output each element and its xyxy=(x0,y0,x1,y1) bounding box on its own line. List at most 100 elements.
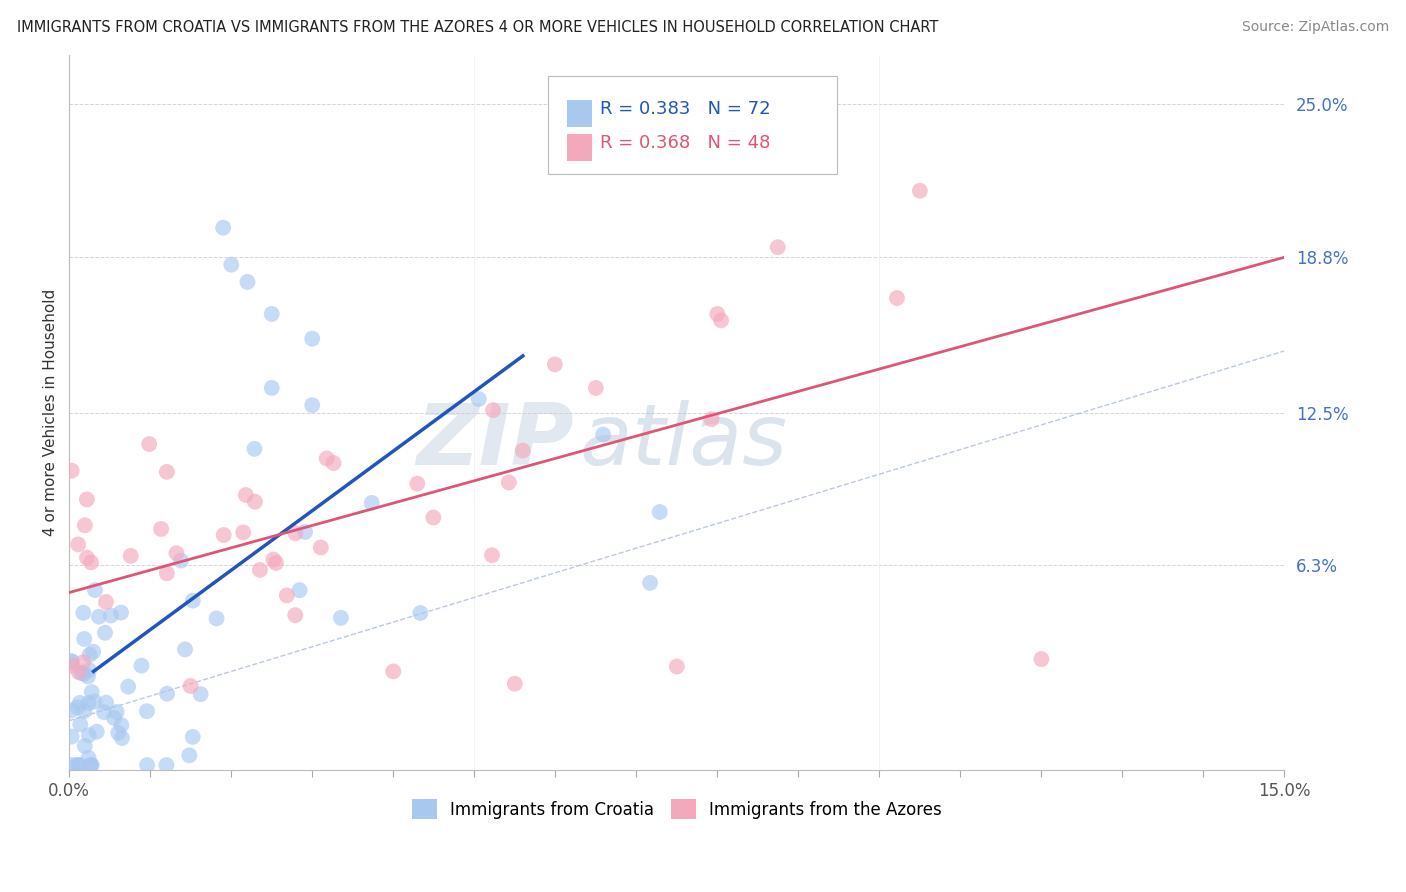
Point xyxy=(181,730,204,744)
Point xyxy=(77,751,100,765)
Legend: Immigrants from Croatia, Immigrants from the Azores: Immigrants from Croatia, Immigrants from… xyxy=(405,792,949,826)
Point xyxy=(235,488,257,502)
Point xyxy=(73,704,96,718)
Point xyxy=(179,748,201,763)
Point xyxy=(409,606,432,620)
Point xyxy=(110,606,132,620)
Point xyxy=(82,645,104,659)
Point xyxy=(262,552,284,566)
Point xyxy=(382,665,405,679)
Point xyxy=(138,437,160,451)
Point xyxy=(67,758,90,772)
Point xyxy=(648,505,671,519)
Point xyxy=(117,680,139,694)
Point xyxy=(80,685,103,699)
Point xyxy=(498,475,520,490)
Point xyxy=(156,687,179,701)
Point xyxy=(315,451,337,466)
Point xyxy=(360,496,382,510)
Point xyxy=(766,240,789,254)
Text: ZIP: ZIP xyxy=(416,400,574,483)
Point xyxy=(284,608,307,623)
Point xyxy=(150,522,173,536)
Point xyxy=(260,381,283,395)
Point xyxy=(592,427,614,442)
Point xyxy=(73,739,96,753)
Point xyxy=(79,758,101,772)
Point xyxy=(166,546,188,560)
Point xyxy=(180,679,202,693)
Point xyxy=(83,694,105,708)
Point xyxy=(1031,652,1053,666)
Point xyxy=(120,549,142,563)
Text: Source: ZipAtlas.com: Source: ZipAtlas.com xyxy=(1241,20,1389,34)
Point xyxy=(706,307,728,321)
Point xyxy=(105,705,128,719)
Point xyxy=(544,358,567,372)
Point xyxy=(322,456,344,470)
Point xyxy=(60,758,83,772)
Point xyxy=(481,548,503,562)
Point xyxy=(665,659,688,673)
Point xyxy=(60,655,83,669)
Point xyxy=(87,609,110,624)
Point xyxy=(260,307,283,321)
Point xyxy=(156,465,179,479)
Point xyxy=(503,677,526,691)
Point xyxy=(70,666,93,681)
Point xyxy=(103,711,125,725)
Point xyxy=(886,291,908,305)
Point xyxy=(174,642,197,657)
Point xyxy=(107,726,129,740)
Point xyxy=(284,526,307,541)
Point xyxy=(908,184,931,198)
Point xyxy=(60,703,83,717)
Point xyxy=(136,704,159,718)
Point xyxy=(170,553,193,567)
Point xyxy=(84,583,107,598)
Point xyxy=(73,518,96,533)
Point xyxy=(66,758,89,772)
Point xyxy=(329,611,352,625)
Point xyxy=(79,648,101,662)
Point xyxy=(249,563,271,577)
Point xyxy=(243,494,266,508)
Point xyxy=(309,541,332,555)
Point xyxy=(77,696,100,710)
Point xyxy=(700,412,723,426)
Point xyxy=(60,464,83,478)
Point xyxy=(710,313,733,327)
Point xyxy=(512,443,534,458)
Point xyxy=(236,275,259,289)
Point xyxy=(232,525,254,540)
Point xyxy=(77,669,100,683)
Point xyxy=(276,589,298,603)
Text: IMMIGRANTS FROM CROATIA VS IMMIGRANTS FROM THE AZORES 4 OR MORE VEHICLES IN HOUS: IMMIGRANTS FROM CROATIA VS IMMIGRANTS FR… xyxy=(17,20,938,35)
Y-axis label: 4 or more Vehicles in Household: 4 or more Vehicles in Household xyxy=(44,289,58,536)
Point xyxy=(205,611,228,625)
Point xyxy=(94,696,117,710)
Point xyxy=(94,595,117,609)
Point xyxy=(219,258,242,272)
Point xyxy=(60,658,83,673)
Point xyxy=(94,625,117,640)
Point xyxy=(77,728,100,742)
Point xyxy=(468,392,491,406)
Point xyxy=(72,655,94,669)
Text: R = 0.368   N = 48: R = 0.368 N = 48 xyxy=(600,134,770,152)
Point xyxy=(77,663,100,677)
Point xyxy=(136,758,159,772)
Point xyxy=(76,492,98,507)
Point xyxy=(212,528,235,542)
Point xyxy=(69,696,91,710)
Point xyxy=(80,758,103,772)
Point xyxy=(638,575,661,590)
Point xyxy=(190,687,212,701)
Point xyxy=(294,524,316,539)
Point xyxy=(72,606,94,620)
Point xyxy=(155,758,177,772)
Point xyxy=(67,537,90,551)
Point xyxy=(264,556,287,570)
Point xyxy=(288,583,311,598)
Point xyxy=(80,555,103,569)
